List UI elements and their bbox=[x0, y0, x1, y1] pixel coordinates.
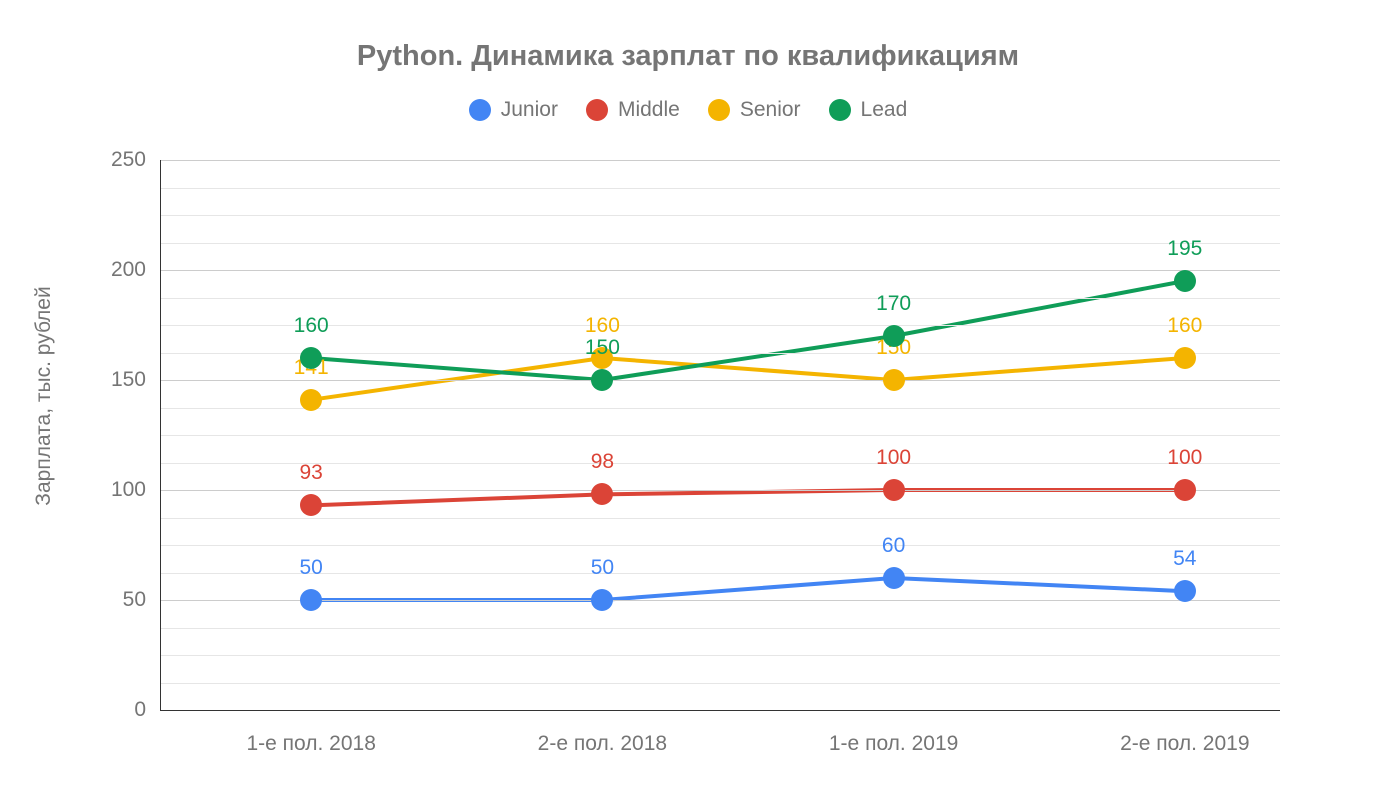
x-tick-label: 1-е пол. 2018 bbox=[246, 710, 375, 756]
x-tick-label: 1-е пол. 2019 bbox=[829, 710, 958, 756]
chart-container: Python. Динамика зарплат по квалификация… bbox=[0, 0, 1376, 792]
data-point-middle[interactable] bbox=[300, 494, 322, 516]
gridline-minor bbox=[160, 545, 1280, 546]
data-point-lead[interactable] bbox=[883, 325, 905, 347]
gridline-minor bbox=[160, 435, 1280, 436]
data-label-senior: 160 bbox=[585, 314, 620, 338]
data-label-middle: 100 bbox=[876, 446, 911, 470]
y-tick-label: 200 bbox=[111, 258, 160, 282]
data-point-middle[interactable] bbox=[883, 479, 905, 501]
gridline-minor bbox=[160, 463, 1280, 464]
data-label-junior: 50 bbox=[300, 556, 323, 580]
y-axis-title: Зарплата, тыс. рублей bbox=[32, 286, 56, 505]
data-point-junior[interactable] bbox=[591, 589, 613, 611]
data-point-lead[interactable] bbox=[300, 347, 322, 369]
series-line-senior bbox=[311, 358, 1185, 400]
chart-title: Python. Динамика зарплат по квалификация… bbox=[0, 40, 1376, 73]
legend-marker bbox=[469, 99, 491, 121]
y-tick-label: 0 bbox=[134, 698, 160, 722]
gridline-major bbox=[160, 380, 1280, 381]
data-point-senior[interactable] bbox=[300, 389, 322, 411]
legend-item-junior[interactable]: Junior bbox=[469, 98, 558, 122]
gridline-minor bbox=[160, 573, 1280, 574]
gridline-minor bbox=[160, 188, 1280, 189]
data-label-junior: 50 bbox=[591, 556, 614, 580]
gridline-major bbox=[160, 490, 1280, 491]
data-label-middle: 93 bbox=[300, 461, 323, 485]
legend-item-senior[interactable]: Senior bbox=[708, 98, 801, 122]
gridline-minor bbox=[160, 683, 1280, 684]
legend-item-lead[interactable]: Lead bbox=[829, 98, 908, 122]
data-point-senior[interactable] bbox=[883, 369, 905, 391]
data-label-lead: 150 bbox=[585, 336, 620, 360]
data-label-lead: 170 bbox=[876, 292, 911, 316]
legend-marker bbox=[586, 99, 608, 121]
data-point-senior[interactable] bbox=[1174, 347, 1196, 369]
data-point-junior[interactable] bbox=[300, 589, 322, 611]
gridline-major bbox=[160, 600, 1280, 601]
x-tick-label: 2-е пол. 2018 bbox=[538, 710, 667, 756]
data-label-lead: 195 bbox=[1167, 237, 1202, 261]
plot-area: 0501001502002501-е пол. 20182-е пол. 201… bbox=[160, 160, 1280, 710]
data-label-junior: 54 bbox=[1173, 547, 1196, 571]
gridline-minor bbox=[160, 408, 1280, 409]
gridline-minor bbox=[160, 243, 1280, 244]
y-tick-label: 100 bbox=[111, 478, 160, 502]
gridline-minor bbox=[160, 353, 1280, 354]
gridline-minor bbox=[160, 518, 1280, 519]
data-label-middle: 100 bbox=[1167, 446, 1202, 470]
data-point-junior[interactable] bbox=[1174, 580, 1196, 602]
legend-marker bbox=[708, 99, 730, 121]
gridline-minor bbox=[160, 215, 1280, 216]
legend-label: Junior bbox=[501, 98, 558, 122]
data-point-lead[interactable] bbox=[591, 369, 613, 391]
legend: Junior Middle Senior Lead bbox=[0, 98, 1376, 122]
data-point-middle[interactable] bbox=[591, 483, 613, 505]
x-axis-line bbox=[160, 710, 1280, 711]
gridline-major bbox=[160, 160, 1280, 161]
y-axis-line bbox=[160, 160, 161, 710]
legend-item-middle[interactable]: Middle bbox=[586, 98, 680, 122]
y-tick-label: 250 bbox=[111, 148, 160, 172]
data-label-middle: 98 bbox=[591, 450, 614, 474]
series-line-junior bbox=[311, 578, 1185, 600]
legend-label: Middle bbox=[618, 98, 680, 122]
data-label-junior: 60 bbox=[882, 534, 905, 558]
data-label-lead: 160 bbox=[294, 314, 329, 338]
data-point-middle[interactable] bbox=[1174, 479, 1196, 501]
x-tick-label: 2-е пол. 2019 bbox=[1120, 710, 1249, 756]
data-label-senior: 160 bbox=[1167, 314, 1202, 338]
legend-label: Senior bbox=[740, 98, 801, 122]
series-line-middle bbox=[311, 490, 1185, 505]
legend-label: Lead bbox=[861, 98, 908, 122]
data-point-junior[interactable] bbox=[883, 567, 905, 589]
y-tick-label: 150 bbox=[111, 368, 160, 392]
legend-marker bbox=[829, 99, 851, 121]
gridline-minor bbox=[160, 298, 1280, 299]
y-tick-label: 50 bbox=[123, 588, 160, 612]
gridline-major bbox=[160, 270, 1280, 271]
series-line-lead bbox=[311, 281, 1185, 380]
gridline-minor bbox=[160, 655, 1280, 656]
data-point-lead[interactable] bbox=[1174, 270, 1196, 292]
gridline-minor bbox=[160, 628, 1280, 629]
